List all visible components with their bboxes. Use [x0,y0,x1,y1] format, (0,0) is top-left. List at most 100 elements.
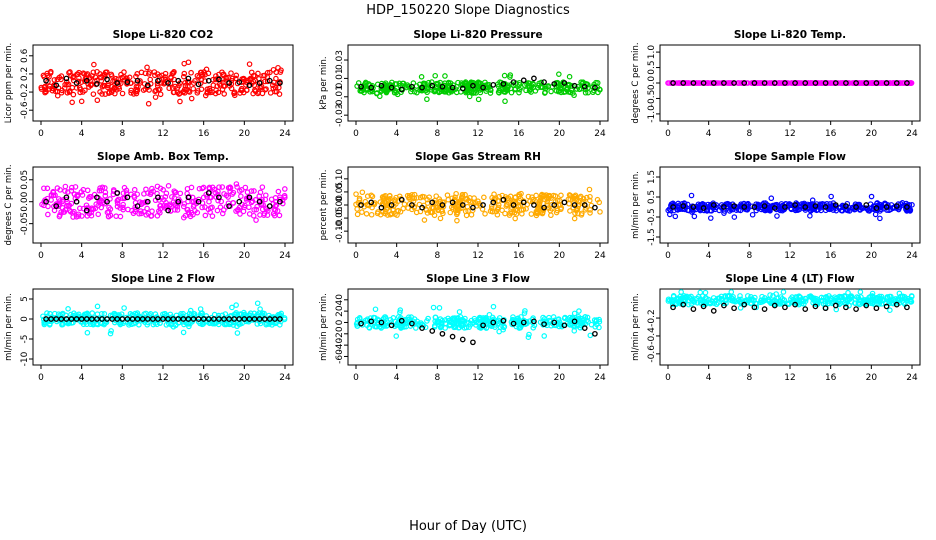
data-point [195,198,202,205]
scatter-point [271,206,278,212]
data-point [124,194,131,201]
scatter-point [447,209,454,216]
scatter-point [267,69,273,76]
scatter-point [92,74,99,81]
scatter-point [593,318,599,325]
data-point [236,79,243,85]
scatter-point [259,310,266,316]
scatter-cloud [38,59,284,107]
scatter-point [869,294,876,301]
data-point [185,316,192,322]
scatter-point [101,321,107,328]
y-tick-label: 0.10 [335,169,345,189]
scatter-point [541,333,548,339]
scatter-point [453,320,460,326]
scatter-point [423,207,430,213]
x-tick-label: 16 [513,129,525,139]
scatter-point [246,211,253,217]
scatter-point [128,87,134,94]
data-point [690,306,697,312]
scatter-point [222,311,229,317]
scatter-point [710,295,717,301]
scatter-point [688,192,695,199]
data-point [510,79,517,85]
scatter-point [114,197,121,204]
scatter-point [517,195,524,202]
scatter-point [587,332,594,339]
scatter-point [807,213,813,219]
x-tick-label: 8 [119,373,125,383]
data-point [200,316,207,322]
scatter-point [417,194,424,201]
scatter-point [157,91,164,98]
data-point [134,77,141,84]
scatter-point [425,315,431,322]
scatter-point [118,71,124,78]
scatter-point [496,90,502,96]
x-tick-label: 0 [353,373,359,383]
scatter-point [264,69,271,76]
data-point [216,316,222,322]
scatter-point [490,303,497,310]
y-tick-label: 20 [335,305,345,317]
scatter-point [526,331,532,338]
scatter-point [553,209,560,216]
scatter-point [233,181,240,187]
data-point [561,80,568,86]
data-point [205,190,212,196]
scatter-point [387,192,393,199]
scatter-point [156,197,162,203]
data-point [53,82,60,89]
data-point [88,316,95,322]
scatter-point [223,192,230,199]
data-point [256,198,263,205]
scatter-point [117,213,124,220]
scatter-point [41,321,48,328]
scatter-point [465,197,472,204]
data-point [893,203,900,209]
scatter-point [460,318,467,325]
scatter-point [102,91,109,97]
scatter-point [252,77,259,84]
data-point [853,306,859,312]
scatter-point [243,82,249,88]
data-point [751,80,758,86]
y-tick-label: 0.2 [20,67,30,81]
scatter-point [863,205,869,211]
scatter-point [691,213,698,220]
y-axis-label: percent per min. [319,170,329,241]
data-point [53,203,60,209]
scatter-point [418,73,425,80]
data-point [165,80,171,86]
scatter-point [262,192,269,199]
scatter-point [387,81,394,88]
scatter-point [170,89,177,96]
scatter-point [556,71,562,77]
scatter-point [668,80,674,86]
data-point [883,204,890,210]
scatter-point [277,196,283,203]
data-point [144,198,151,205]
scatter-point [831,80,837,86]
scatter-point [425,79,432,86]
data-point [94,194,100,201]
data-point [119,316,126,322]
scatter-point [397,307,404,313]
scatter-point [120,206,126,213]
scatter-point [477,89,484,96]
scatter-point [571,92,577,99]
scatter-point [888,293,894,300]
chart-panel-5: Slope Gas Stream RH 0 4 8 12 16 20 24 -0.10-0.05… [319,151,609,261]
x-tick-label: 20 [554,373,566,383]
scatter-point [117,321,124,328]
data-point [812,303,819,310]
scatter-point [219,184,226,190]
scatter-point [566,200,572,207]
scatter-point [70,214,76,220]
data-point [480,84,486,91]
y-tick-label: 0.01 [335,68,345,88]
data-point [231,316,238,322]
scatter-point [58,73,65,79]
data-point [175,77,182,84]
scatter-point [154,212,161,219]
